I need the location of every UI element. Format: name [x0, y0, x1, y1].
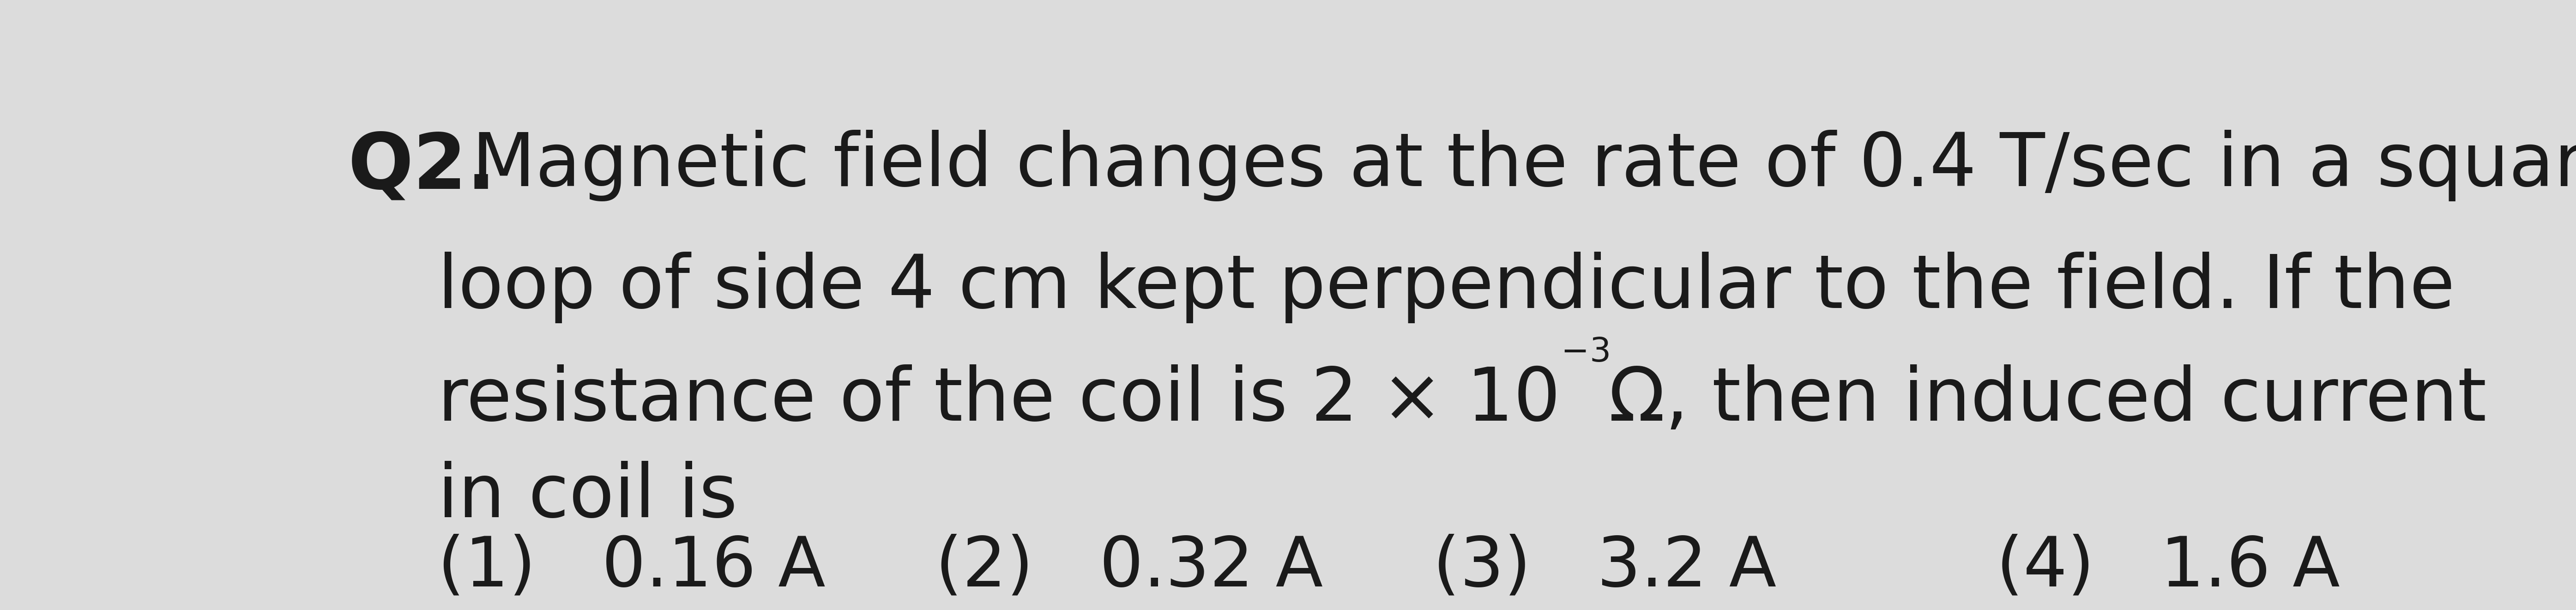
Text: (1)   0.16 A     (2)   0.32 A     (3)   3.2 A          (4)   1.6 A: (1) 0.16 A (2) 0.32 A (3) 3.2 A (4) 1.6 …: [438, 534, 2339, 600]
Text: Q2.: Q2.: [348, 129, 497, 205]
Text: in coil is: in coil is: [438, 461, 737, 533]
Text: loop of side 4 cm kept perpendicular to the field. If the: loop of side 4 cm kept perpendicular to …: [438, 252, 2455, 323]
Text: $^{-3}$: $^{-3}$: [1561, 343, 1610, 390]
Text: Magnetic field changes at the rate of 0.4 T/sec in a square: Magnetic field changes at the rate of 0.…: [471, 129, 2576, 201]
Text: Ω, then induced current: Ω, then induced current: [1610, 364, 2486, 436]
Text: resistance of the coil is 2 × 10: resistance of the coil is 2 × 10: [438, 364, 1561, 436]
